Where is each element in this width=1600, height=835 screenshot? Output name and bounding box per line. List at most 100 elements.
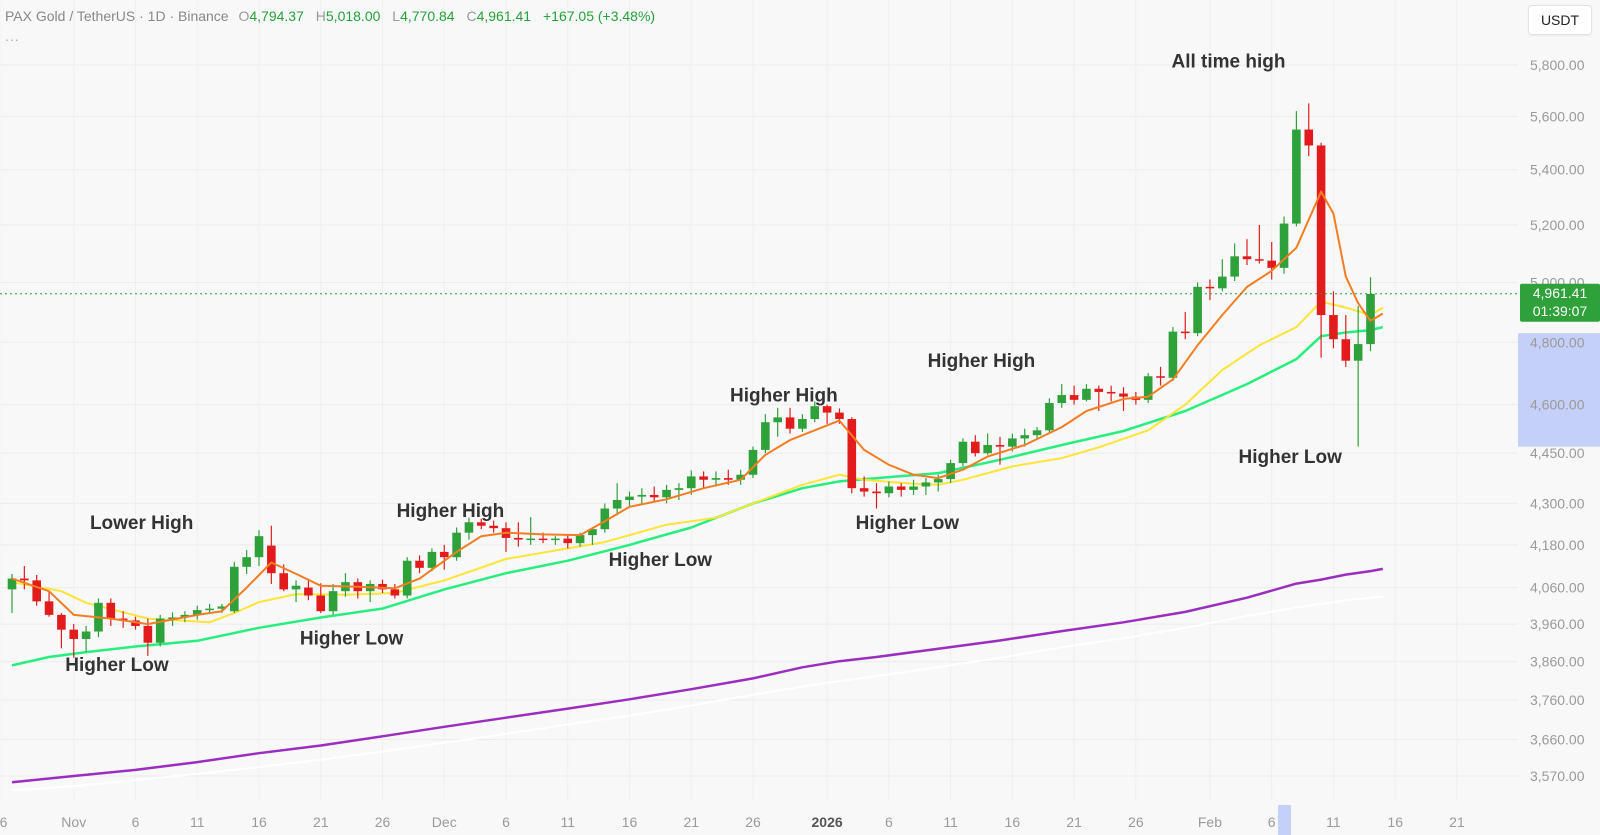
candle[interactable] bbox=[1255, 224, 1264, 264]
annotation-label[interactable]: Higher Low bbox=[856, 513, 960, 534]
candle[interactable] bbox=[625, 491, 634, 507]
candle[interactable] bbox=[20, 566, 29, 590]
candle[interactable] bbox=[1143, 373, 1153, 404]
candle[interactable] bbox=[958, 438, 968, 467]
candle[interactable] bbox=[378, 579, 387, 593]
candle[interactable] bbox=[798, 414, 807, 432]
candle[interactable] bbox=[711, 471, 721, 487]
candle[interactable] bbox=[1045, 398, 1054, 434]
annotation-label[interactable]: Higher Low bbox=[65, 655, 169, 676]
annotation-label[interactable]: Lower High bbox=[90, 513, 193, 534]
annotation-label[interactable]: Higher Low bbox=[300, 629, 404, 650]
x-axis[interactable]: 26 Nov 6 11 16 21 26 Dec 6 11 16 21 26 2026 6 11 16 21 26 F… bbox=[0, 805, 1465, 835]
candle[interactable] bbox=[69, 624, 79, 658]
candle[interactable] bbox=[1193, 282, 1202, 337]
candle[interactable] bbox=[872, 483, 881, 509]
candle[interactable] bbox=[859, 476, 869, 497]
candle[interactable] bbox=[1292, 111, 1301, 227]
candle[interactable] bbox=[674, 483, 684, 501]
candle[interactable] bbox=[1304, 103, 1314, 157]
candle[interactable] bbox=[316, 583, 326, 614]
candle[interactable] bbox=[847, 417, 857, 494]
candle[interactable] bbox=[1069, 385, 1079, 405]
candle[interactable] bbox=[612, 483, 622, 516]
candles[interactable] bbox=[7, 103, 1375, 658]
candle[interactable] bbox=[1341, 315, 1351, 367]
candle[interactable] bbox=[365, 580, 375, 603]
candle[interactable] bbox=[106, 598, 116, 626]
symbol-title[interactable]: PAX Gold / TetherUS · 1D · Binance bbox=[5, 8, 229, 24]
candle[interactable] bbox=[1032, 427, 1042, 441]
candle[interactable] bbox=[526, 517, 535, 545]
candle[interactable] bbox=[1230, 243, 1239, 281]
candle[interactable] bbox=[267, 525, 276, 584]
candle[interactable] bbox=[896, 483, 906, 497]
more-options-icon[interactable]: ... bbox=[5, 28, 20, 44]
candle[interactable] bbox=[1168, 327, 1178, 381]
candle[interactable] bbox=[1057, 384, 1067, 408]
currency-button[interactable]: USDT bbox=[1528, 5, 1592, 35]
candle[interactable] bbox=[57, 613, 66, 649]
candle[interactable] bbox=[439, 544, 449, 570]
candle[interactable] bbox=[736, 469, 745, 485]
candle[interactable] bbox=[1267, 241, 1276, 280]
candle[interactable] bbox=[230, 561, 239, 614]
candle[interactable] bbox=[1180, 312, 1190, 340]
candle[interactable] bbox=[242, 550, 251, 574]
annotation-label[interactable]: Higher High bbox=[397, 501, 505, 522]
annotation-label[interactable]: All time high bbox=[1171, 52, 1285, 73]
candle[interactable] bbox=[477, 518, 486, 530]
candle[interactable] bbox=[983, 433, 992, 455]
candle[interactable] bbox=[81, 625, 91, 653]
candle[interactable] bbox=[1106, 385, 1116, 402]
candle[interactable] bbox=[1242, 239, 1252, 265]
candle[interactable] bbox=[1329, 291, 1338, 349]
candle[interactable] bbox=[489, 520, 498, 533]
candle[interactable] bbox=[291, 580, 301, 603]
candle[interactable] bbox=[909, 479, 918, 495]
candle[interactable] bbox=[551, 536, 560, 545]
candle[interactable] bbox=[44, 591, 54, 617]
candle[interactable] bbox=[822, 404, 832, 424]
candle[interactable] bbox=[1205, 279, 1215, 301]
candle[interactable] bbox=[514, 522, 523, 547]
candle[interactable] bbox=[1366, 277, 1375, 352]
candle[interactable] bbox=[7, 573, 17, 614]
candle[interactable] bbox=[748, 446, 758, 479]
candle[interactable] bbox=[649, 486, 659, 502]
candle[interactable] bbox=[699, 471, 708, 489]
y-axis[interactable]: 5,800.005,600.005,400.005,200.005,000.00… bbox=[1530, 57, 1585, 784]
candle[interactable] bbox=[921, 478, 931, 495]
candle[interactable] bbox=[155, 614, 165, 647]
candle[interactable] bbox=[452, 527, 461, 561]
candle[interactable] bbox=[501, 522, 511, 552]
candle[interactable] bbox=[192, 605, 202, 620]
candle[interactable] bbox=[686, 470, 696, 495]
candle[interactable] bbox=[810, 401, 820, 423]
candle[interactable] bbox=[662, 484, 671, 504]
candle[interactable] bbox=[588, 527, 597, 545]
candle[interactable] bbox=[971, 435, 980, 457]
annotation-label[interactable]: Higher Low bbox=[609, 550, 713, 571]
candle[interactable] bbox=[785, 407, 795, 434]
candle[interactable] bbox=[946, 459, 955, 484]
candle[interactable] bbox=[600, 503, 610, 533]
candle[interactable] bbox=[328, 583, 338, 615]
candle[interactable] bbox=[304, 579, 313, 601]
candle[interactable] bbox=[1156, 366, 1165, 386]
candle[interactable] bbox=[1316, 142, 1326, 358]
candle[interactable] bbox=[1082, 384, 1091, 402]
candle[interactable] bbox=[1353, 306, 1363, 447]
candle[interactable] bbox=[773, 407, 782, 437]
annotation-label[interactable]: Higher High bbox=[928, 351, 1036, 372]
candle[interactable] bbox=[1218, 259, 1227, 292]
annotation-label[interactable]: Higher High bbox=[730, 385, 838, 406]
candle[interactable] bbox=[637, 488, 647, 504]
candle[interactable] bbox=[415, 555, 424, 574]
candle[interactable] bbox=[402, 557, 412, 599]
candle[interactable] bbox=[1020, 428, 1029, 447]
candle[interactable] bbox=[1279, 216, 1289, 274]
candle[interactable] bbox=[884, 481, 894, 498]
candle[interactable] bbox=[32, 574, 41, 606]
